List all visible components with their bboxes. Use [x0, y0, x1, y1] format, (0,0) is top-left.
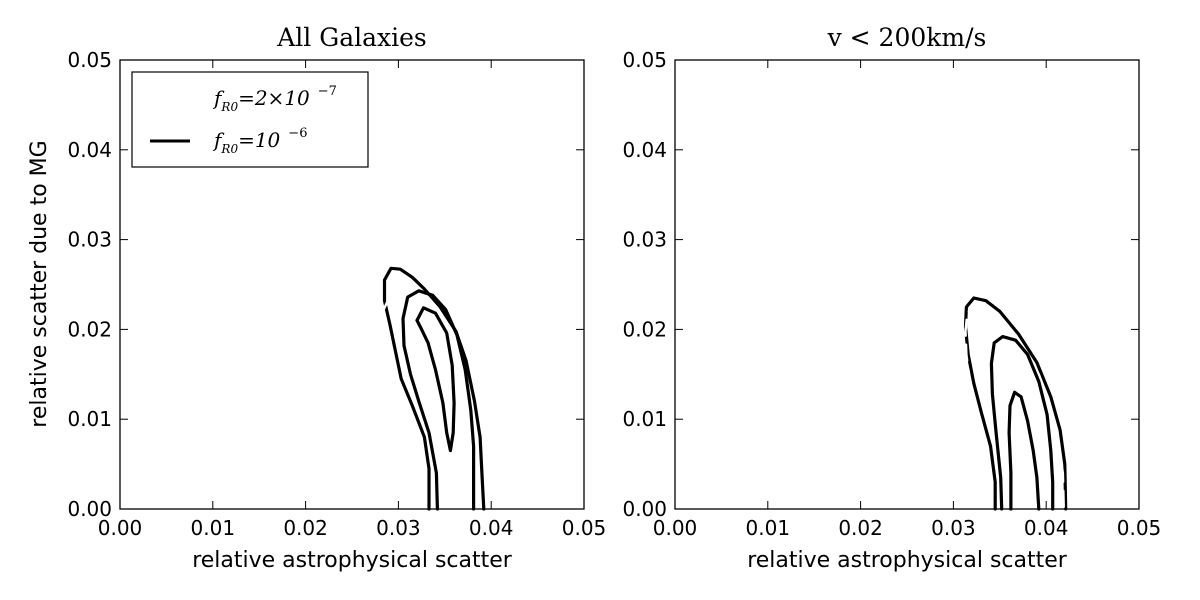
x-tick-label: 0.04 [1024, 516, 1069, 540]
y-tick-label: 0.01 [622, 407, 667, 431]
legend-entry-2: fR0=10 −6 [212, 126, 307, 156]
contour-solid-outer [382, 266, 486, 511]
legend-box [131, 71, 369, 168]
axes-frame [674, 59, 1140, 510]
chart-title: v < 200km/s [827, 23, 987, 52]
contour-solid-middle [989, 335, 1055, 511]
contour-dashed-outer [382, 294, 477, 511]
chart-title: All Galaxies [276, 23, 427, 52]
x-tick-label: 0.00 [98, 516, 143, 540]
x-tick-label: 0.05 [1117, 516, 1162, 540]
x-tick-label: 0.01 [191, 516, 236, 540]
panel-all-galaxies: All Galaxies 0.00 0.01 0.02 0.03 0.04 0.050.0… [27, 23, 606, 573]
x-tick-label: 0.01 [746, 516, 791, 540]
y-tick-label: 0.00 [67, 497, 112, 521]
contour-solid-outer [963, 296, 1068, 511]
y-tick-label: 0.04 [67, 138, 112, 162]
x-tick-label: 0.02 [838, 516, 883, 540]
x-tick-label: 0.02 [283, 516, 328, 540]
x-tick-label: 0.00 [653, 516, 698, 540]
x-axis-label: relative astrophysical scatter [192, 548, 513, 573]
tick-group: 0.00 0.01 0.02 0.03 0.04 0.05 0.00 0.01 0.02 0.03… [67, 48, 606, 540]
y-tick-label: 0.03 [67, 228, 112, 252]
x-axis-label: relative astrophysical scatter [747, 548, 1068, 573]
x-tick-label: 0.05 [562, 516, 607, 540]
contour-dashed-outer [964, 304, 1065, 511]
y-axis-label: relative scatter due to MG [27, 140, 52, 427]
tick-group: 0.00 0.01 0.02 0.03 0.04 0.05 0.00 0.01 0.02 0.03… [622, 48, 1161, 540]
y-tick-label: 0.05 [622, 48, 667, 72]
contour-solid-middle [401, 289, 476, 511]
axes-frame [119, 59, 585, 510]
y-tick-label: 0.02 [622, 317, 667, 341]
y-tick-label: 0.01 [67, 407, 112, 431]
plot-area [963, 296, 1068, 511]
y-tick-label: 0.05 [67, 48, 112, 72]
x-tick-label: 0.03 [931, 516, 976, 540]
legend: fR0=2×10 −7 fR0=10 −6 [131, 71, 369, 168]
y-tick-label: 0.00 [622, 497, 667, 521]
y-tick-label: 0.04 [622, 138, 667, 162]
contour-solid-inner [1007, 390, 1041, 511]
panel-low-velocity: v < 200km/s 0.00 0.01 0.02 0.03 0.04 0.050.00… [622, 23, 1161, 573]
x-tick-label: 0.04 [469, 516, 514, 540]
x-tick-label: 0.03 [376, 516, 421, 540]
y-tick-label: 0.02 [67, 317, 112, 341]
plot-area [382, 266, 486, 511]
y-tick-label: 0.03 [622, 228, 667, 252]
contour-solid-inner [415, 306, 456, 453]
